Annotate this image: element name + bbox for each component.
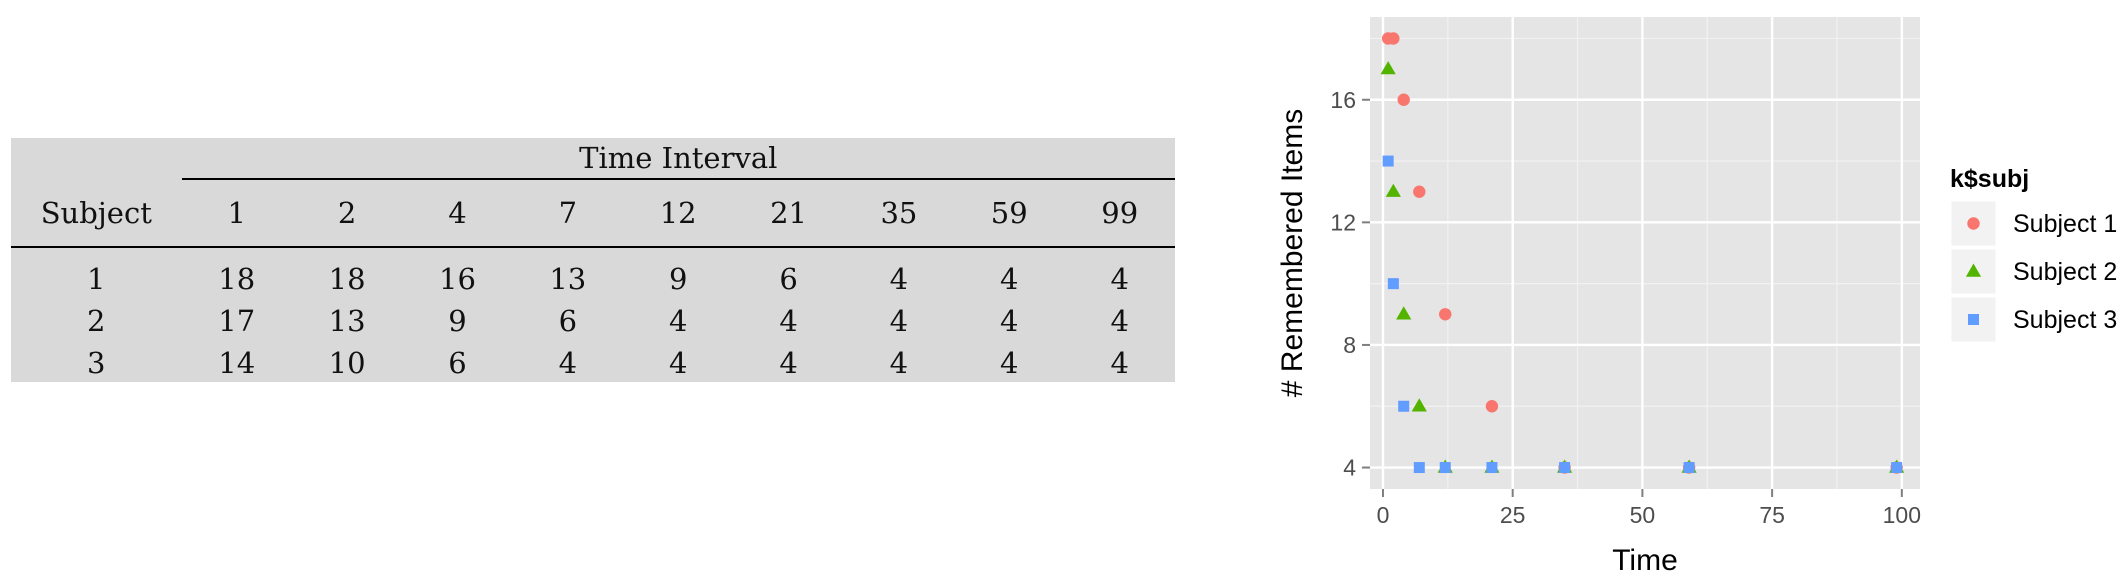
- table-row: 2 17 13 9 6 4 4 4 4 4: [11, 300, 1175, 342]
- table-header-cell: 4: [402, 179, 513, 248]
- data-point: [1486, 462, 1498, 474]
- table-cell-subject: 1: [87, 262, 106, 296]
- y-tick-label: 4: [1343, 455, 1356, 481]
- table-cell: 4: [889, 304, 909, 338]
- data-point: [1439, 462, 1451, 474]
- data-point: [1396, 306, 1412, 320]
- legend-label: Subject 2: [2013, 258, 2117, 286]
- table-group-header: Time Interval: [181, 138, 1175, 180]
- table-header-cell: 12: [623, 179, 734, 248]
- table-group-header-spacer: [11, 138, 182, 179]
- table-header-row: Subject 1 2 4 7 12 21 35 59 99: [11, 179, 1175, 248]
- table-header-cell: 2: [291, 179, 403, 248]
- y-axis-title: # Remembered Items: [1276, 109, 1309, 397]
- x-axis-title: Time: [1612, 544, 1678, 577]
- data-point: [1413, 462, 1425, 474]
- plot-background: [1370, 17, 1920, 489]
- table-cell: 18: [218, 262, 256, 296]
- table-row: 3 14 10 6 4 4 4 4 4 4: [11, 342, 1175, 384]
- legend-key-marker: [1968, 314, 1979, 325]
- table-cell: 4: [1000, 262, 1019, 296]
- x-tick-label: 25: [1500, 502, 1526, 528]
- table-cell: 17: [218, 304, 256, 338]
- x-tick-label: 100: [1883, 502, 1921, 528]
- y-tick-label: 16: [1330, 87, 1356, 113]
- table-cell: 10: [328, 346, 366, 380]
- table-cell: 4: [1000, 346, 1019, 380]
- legend-key-marker: [1967, 217, 1980, 230]
- table-cell: 4: [1110, 262, 1129, 296]
- data-point: [1398, 400, 1410, 412]
- table-header-cell: 21: [733, 179, 844, 248]
- table-cell: 6: [779, 262, 798, 296]
- data-point: [1385, 183, 1401, 197]
- data-point: [1387, 32, 1400, 45]
- table-cell: 4: [1110, 304, 1129, 338]
- data-point: [1397, 93, 1410, 106]
- data-point: [1382, 155, 1394, 167]
- table-cell: 16: [439, 262, 476, 296]
- data-table: Time Interval Subject 1 2 4 7 12 21 35 5…: [11, 138, 1175, 384]
- table-cell-subject: 3: [87, 346, 106, 380]
- table-header-cell: 59: [954, 179, 1065, 248]
- table-cell: 4: [558, 346, 578, 380]
- x-tick-label: 75: [1759, 502, 1785, 528]
- legend: k$subj Subject 1 Subject 2 Subject 3: [1950, 165, 2117, 343]
- table-cell: 14: [218, 346, 256, 380]
- data-table-panel: Time Interval Subject 1 2 4 7 12 21 35 5…: [11, 138, 1175, 382]
- x-tick-label: 0: [1377, 502, 1390, 528]
- table-cell: 13: [328, 304, 366, 338]
- table-cell: 13: [549, 262, 587, 296]
- time-interval-heading: Time Interval: [579, 141, 778, 175]
- table-cell: 4: [889, 346, 909, 380]
- data-point: [1891, 462, 1903, 474]
- table-cell-subject: 2: [87, 304, 106, 338]
- table-cell: 4: [668, 304, 688, 338]
- table-cell: 6: [448, 346, 467, 380]
- table-cell: 4: [1110, 346, 1129, 380]
- plot-area: 0 25 50 75 100 4 8 12 16: [1330, 17, 1921, 528]
- table-cell: 4: [889, 262, 909, 296]
- x-tick-label: 50: [1630, 502, 1656, 528]
- data-point: [1683, 462, 1695, 474]
- table-cell: 4: [779, 346, 798, 380]
- table-cell: 9: [668, 262, 688, 296]
- data-point: [1485, 400, 1499, 413]
- table-cell: 4: [1000, 304, 1019, 338]
- table-row: 1 18 18 16 13 9 6 4 4 4: [11, 247, 1175, 300]
- data-point: [1387, 278, 1399, 290]
- table-cell: 4: [668, 346, 688, 380]
- table-header-cell: 35: [843, 179, 955, 248]
- series-3: [1382, 155, 1903, 474]
- y-tick-label: 8: [1343, 332, 1356, 358]
- table-cell: 6: [558, 304, 578, 338]
- data-point: [1559, 462, 1571, 474]
- data-point: [1413, 185, 1426, 198]
- table-header-cell: 99: [1064, 179, 1175, 248]
- scatter-chart: 0 25 50 75 100 4 8 12 16 Time # Remembered Items…: [1276, 17, 2117, 577]
- data-point: [1380, 61, 1396, 75]
- table-header-subject: Subject: [11, 179, 182, 248]
- legend-title: k$subj: [1950, 165, 2029, 193]
- table-header-cell: 7: [512, 179, 623, 248]
- table-group-header-row: Time Interval: [11, 138, 1175, 180]
- table-cell: 18: [328, 262, 366, 296]
- table-header-cell: 1: [181, 179, 292, 248]
- table-cell: 9: [448, 304, 467, 338]
- table-cell: 4: [779, 304, 798, 338]
- legend-label: Subject 1: [2013, 210, 2117, 238]
- legend-key-marker: [1965, 263, 1982, 277]
- data-point: [1411, 398, 1427, 412]
- legend-label: Subject 3: [2013, 306, 2117, 334]
- data-point: [1439, 308, 1452, 321]
- y-tick-label: 12: [1330, 209, 1356, 235]
